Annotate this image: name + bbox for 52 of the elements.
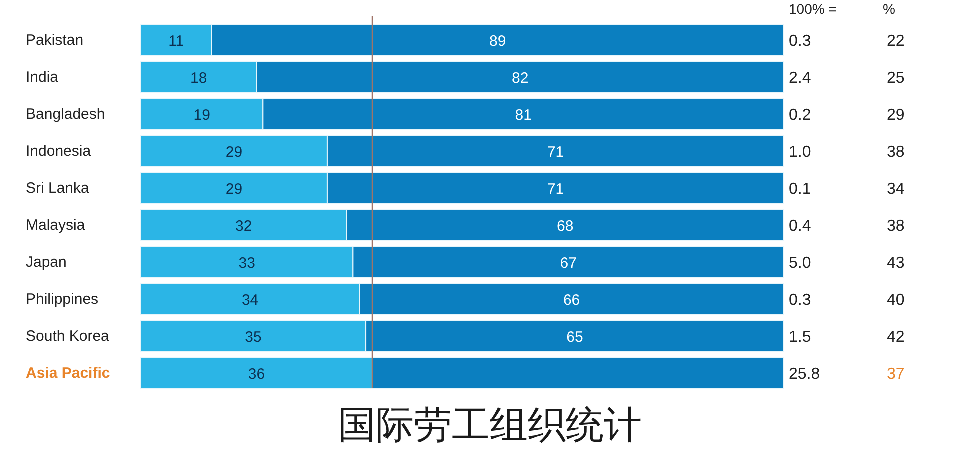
text: 42 [887, 329, 905, 346]
data-label: 29 [226, 144, 243, 161]
y-tick-label: Sri Lanka [26, 180, 90, 197]
data-label: 81 [515, 107, 532, 124]
y-tick-label: Pakistan [26, 32, 84, 49]
text: 40 [887, 292, 905, 309]
text: 100% = [789, 1, 837, 17]
text: 34 [887, 181, 905, 198]
data-label: 66 [563, 292, 580, 309]
y-tick-label: Asia Pacific [26, 365, 110, 382]
data-label: 36 [248, 366, 266, 383]
data-label: 89 [490, 33, 506, 50]
text: 1.0 [789, 144, 812, 161]
data-label: 71 [547, 144, 564, 161]
text: 国际劳工组织统计 [338, 405, 642, 447]
y-tick-label: Indonesia [26, 143, 92, 160]
y-tick-label: Philippines [26, 291, 99, 308]
data-label: 71 [547, 181, 564, 198]
text: 1.5 [789, 329, 812, 346]
text: 0.3 [789, 33, 812, 50]
text: 0.2 [789, 107, 812, 124]
text: 0.1 [789, 181, 812, 198]
text: 29 [887, 107, 905, 124]
data-label: 65 [566, 329, 584, 346]
y-tick-label: Japan [26, 254, 67, 271]
data-label: 32 [236, 218, 252, 235]
text: 25.8 [789, 366, 820, 383]
data-label: 67 [560, 255, 577, 272]
text: 43 [887, 255, 905, 272]
text: 2.4 [789, 70, 812, 87]
text: 0.3 [789, 292, 812, 309]
data-label: 29 [226, 181, 243, 198]
y-tick-label: Bangladesh [26, 106, 106, 123]
data-label: 11 [168, 33, 184, 50]
y-tick-label: India [26, 69, 60, 86]
text: 38 [887, 144, 905, 161]
y-tick-label: South Korea [26, 328, 110, 345]
data-label: 33 [238, 255, 256, 272]
text: % [883, 1, 896, 17]
text: 0.4 [789, 218, 812, 235]
y-tick-label: Malaysia [26, 217, 86, 234]
data-label: 18 [190, 70, 208, 87]
text: 22 [887, 33, 905, 50]
text: 37 [887, 366, 905, 383]
text: 5.0 [789, 255, 812, 272]
text: 38 [887, 218, 905, 235]
data-label: 35 [245, 329, 262, 346]
data-label: 68 [557, 218, 574, 235]
text: 25 [887, 70, 905, 87]
data-label: 34 [242, 292, 259, 309]
data-label: 19 [194, 107, 210, 124]
data-label: 82 [512, 70, 529, 87]
